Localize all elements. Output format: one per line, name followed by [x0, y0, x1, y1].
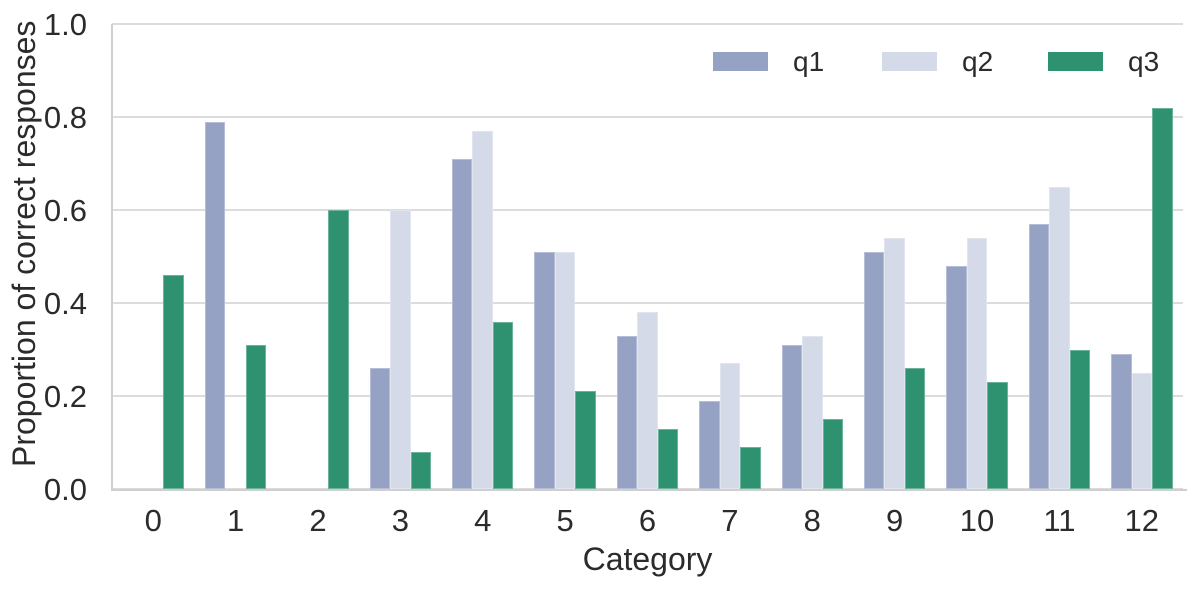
- bar-q1-cat1: [204, 121, 226, 489]
- plot-area: [111, 23, 1187, 491]
- x-tick-label: 12: [1124, 503, 1160, 538]
- legend-label-q2: q2: [962, 45, 994, 77]
- bar-q3-cat0: [163, 275, 184, 489]
- x-axis-spine: [111, 489, 1187, 491]
- y-tick-label: 0.2: [43, 379, 87, 414]
- bar-q3-cat2: [328, 210, 349, 489]
- x-tick-label: 9: [886, 503, 904, 538]
- x-tick-label: 1: [226, 503, 245, 538]
- bar-q3-cat3: [410, 451, 432, 489]
- x-tick-label: 7: [721, 503, 739, 538]
- gridline-y-0.8: [112, 116, 1183, 118]
- bar-q3-cat6: [657, 428, 679, 489]
- legend-item-q1: q1: [713, 47, 824, 75]
- x-tick-label: 11: [1043, 503, 1076, 538]
- legend-swatch-q2: [882, 52, 937, 71]
- bar-q2-cat10: [966, 237, 988, 489]
- legend-swatch-q1: [713, 52, 768, 71]
- bar-q1-cat11: [1028, 223, 1050, 489]
- x-tick-label: 8: [803, 503, 821, 538]
- y-tick-label: 1.0: [43, 7, 87, 42]
- bar-q1-cat9: [863, 251, 885, 489]
- y-tick-label: 0.4: [43, 286, 87, 321]
- bar-q3-cat12: [1152, 107, 1173, 489]
- bar-q2-cat11: [1049, 186, 1070, 489]
- bar-q2-cat4: [472, 130, 493, 489]
- bar-q1-cat10: [946, 265, 967, 489]
- bar-q2-cat8: [802, 335, 823, 489]
- x-tick-label: 2: [309, 503, 327, 538]
- bar-q3-cat7: [740, 447, 761, 489]
- bar-q2-cat7: [719, 363, 741, 489]
- legend-item-q2: q2: [882, 47, 993, 75]
- bar-q1-cat6: [616, 335, 638, 489]
- bar-q3-cat10: [987, 382, 1008, 489]
- x-tick-label: 0: [144, 503, 162, 538]
- bar-q2-cat5: [554, 251, 576, 489]
- gridline-y-0.4: [112, 302, 1183, 304]
- bar-q1-cat7: [699, 400, 720, 489]
- bar-q3-cat1: [245, 344, 267, 489]
- bar-q1-cat12: [1111, 354, 1132, 489]
- bar-q1-cat4: [451, 158, 473, 489]
- bar-q2-cat9: [884, 237, 905, 489]
- bar-q3-cat8: [822, 419, 844, 489]
- gridline-y-0.6: [112, 209, 1183, 211]
- legend-swatch-q3: [1048, 52, 1103, 71]
- gridline-y-1: [112, 23, 1183, 25]
- legend-label-q1: q1: [793, 45, 825, 77]
- y-tick-label: 0.6: [43, 193, 87, 228]
- x-tick-label: 10: [959, 503, 995, 538]
- x-tick-label: 4: [474, 503, 492, 538]
- y-tick-label: 0.8: [43, 100, 87, 135]
- legend-item-q3: q3: [1048, 47, 1159, 75]
- bar-q3-cat5: [575, 391, 596, 489]
- x-axis-label: Category: [582, 541, 713, 577]
- x-tick-label: 6: [638, 503, 657, 538]
- bar-q2-cat12: [1131, 372, 1153, 489]
- bar-q2-cat6: [637, 312, 658, 489]
- bar-q1-cat8: [781, 344, 803, 489]
- bar-q1-cat5: [534, 251, 555, 489]
- y-tick-label: 0.0: [43, 472, 87, 507]
- bar-q3-cat4: [492, 321, 514, 489]
- bar-q1-cat3: [369, 368, 391, 489]
- legend-label-q3: q3: [1128, 45, 1160, 77]
- bar-q3-cat9: [904, 368, 926, 489]
- x-tick-label: 3: [391, 503, 409, 538]
- bar-q2-cat3: [390, 210, 411, 489]
- x-tick-label: 5: [556, 503, 574, 538]
- y-axis-spine: [111, 24, 113, 491]
- bar-q3-cat11: [1069, 349, 1091, 489]
